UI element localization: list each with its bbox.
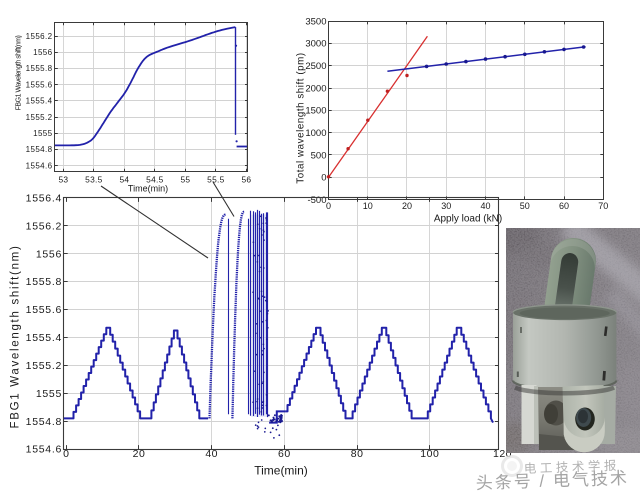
svg-text:0: 0 [321,173,326,184]
svg-text:Time(min): Time(min) [128,184,168,194]
svg-text:1555.2: 1555.2 [26,113,53,122]
svg-text:1000: 1000 [305,128,326,139]
svg-text:10: 10 [363,201,373,211]
svg-text:0: 0 [326,201,331,211]
svg-text:1555.4: 1555.4 [26,97,53,106]
svg-text:80: 80 [351,448,364,460]
svg-text:40: 40 [205,448,218,460]
svg-text:40: 40 [480,201,490,211]
svg-text:-500: -500 [307,195,326,206]
svg-text:3500: 3500 [305,16,326,27]
svg-text:2000: 2000 [305,83,326,94]
svg-text:1555.8: 1555.8 [26,64,53,73]
svg-text:1554.6: 1554.6 [26,444,62,456]
svg-text:头条号 / 电气技术: 头条号 / 电气技术 [475,469,629,493]
svg-text:1554.6: 1554.6 [26,161,53,170]
svg-text:50: 50 [520,201,530,211]
svg-text:1554.8: 1554.8 [26,416,62,428]
svg-text:53: 53 [58,175,68,185]
svg-text:1555.8: 1555.8 [26,276,62,288]
svg-text:1555.6: 1555.6 [26,304,62,316]
svg-text:Time(min): Time(min) [254,464,308,478]
svg-text:56: 56 [241,175,251,185]
svg-text:1500: 1500 [305,106,326,117]
svg-text:500: 500 [311,150,327,161]
svg-text:60: 60 [559,201,569,211]
svg-text:1556.2: 1556.2 [26,32,53,41]
svg-text:55: 55 [180,175,190,185]
svg-text:2500: 2500 [305,61,326,72]
svg-text:100: 100 [420,448,439,460]
svg-text:20: 20 [402,201,412,211]
svg-text:FBG1 Wavelength shift(nm): FBG1 Wavelength shift(nm) [10,245,22,429]
svg-text:1555.4: 1555.4 [26,332,62,344]
svg-text:1555.6: 1555.6 [26,80,53,89]
svg-text:1555: 1555 [36,388,62,400]
svg-text:60: 60 [278,448,291,460]
svg-text:53.5: 53.5 [85,175,103,185]
svg-text:30: 30 [441,201,451,211]
svg-text:1556: 1556 [33,48,53,57]
svg-text:Total wavelength shift (pm): Total wavelength shift (pm) [296,52,307,183]
svg-text:1554.8: 1554.8 [26,145,53,154]
svg-text:55.5: 55.5 [207,175,225,185]
svg-text:电工技术学报: 电工技术学报 [524,458,620,476]
svg-text:20: 20 [133,448,146,460]
svg-text:54: 54 [119,175,129,185]
svg-text:1555.2: 1555.2 [26,360,62,372]
svg-text:1556.2: 1556.2 [26,220,62,232]
svg-text:0: 0 [63,448,69,460]
svg-text:1556.4: 1556.4 [26,193,62,205]
svg-text:54.5: 54.5 [146,175,164,185]
svg-text:1556: 1556 [36,248,62,260]
svg-text:1555: 1555 [33,129,53,138]
svg-text:Apply load (kN): Apply load (kN) [434,214,502,225]
svg-text:FBG1 Wavelength shift(nm): FBG1 Wavelength shift(nm) [16,35,23,110]
svg-text:70: 70 [598,201,608,211]
svg-text:3000: 3000 [305,39,326,50]
